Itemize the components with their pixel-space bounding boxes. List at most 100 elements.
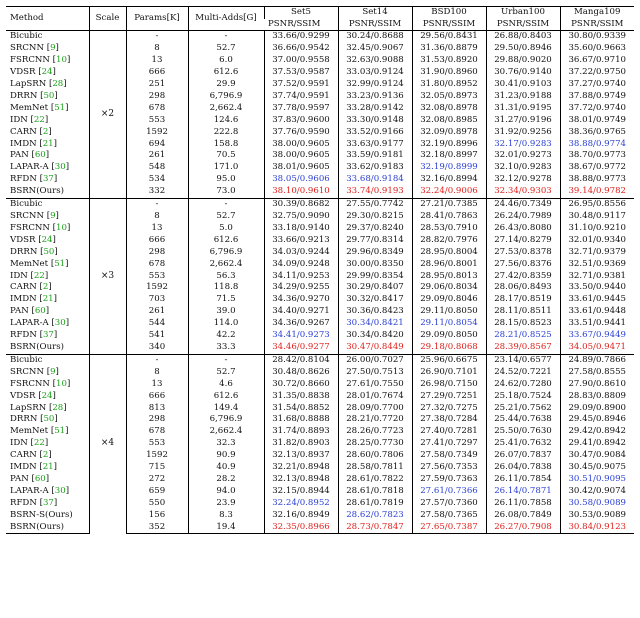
method-cell: IDN [22] — [10, 114, 49, 125]
citation-ref: 50 — [43, 90, 55, 101]
method-name: BSRN-S(Ours) — [10, 509, 73, 520]
metric-cell: 30.48/0.8626 — [263, 366, 338, 379]
table-row: VDSR [24] 666 612.6 33.66/0.9213 29.77/0.831… — [6, 234, 634, 247]
metric-cell: 37.83/0.9600 — [263, 114, 338, 127]
metric-cell: 33.18/0.9140 — [263, 222, 338, 235]
multiadds-cell: 4.6 — [187, 378, 264, 391]
metric-cell: 29.09/0.8900 — [559, 402, 634, 415]
method-name: FSRCNN — [10, 222, 50, 233]
multiadds-cell: 114.0 — [187, 318, 264, 331]
metric-cell: 26.95/0.8556 — [559, 198, 634, 211]
metric-cell: 27.90/0.8610 — [559, 378, 634, 391]
metric-cell: 32.24/0.9006 — [411, 186, 486, 199]
method-name: FSRCNN — [10, 378, 50, 389]
header-dataset-manga109: Manga109 — [559, 5, 634, 19]
citation-ref: 51 — [54, 258, 66, 269]
params-cell: 813 — [125, 402, 188, 415]
metric-cell: 31.80/0.8952 — [411, 79, 486, 91]
method-name: MemNet — [10, 426, 49, 437]
method-name: VDSR — [10, 234, 36, 245]
metric-cell: 33.66/0.9299 — [263, 30, 338, 44]
metric-cell: 31.31/0.9195 — [485, 102, 560, 115]
citation-ref: 30 — [54, 485, 66, 496]
header-row: Method Scale Params[K] Multi-Adds[G] Set… — [6, 5, 634, 31]
metric-cell: 28.26/0.7723 — [337, 426, 412, 439]
multiadds-cell: 2,662.4 — [187, 102, 264, 115]
metric-cell: 29.77/0.8314 — [337, 234, 412, 247]
metric-cell: 27.58/0.7349 — [411, 450, 486, 463]
metric-cell: 27.58/0.7365 — [411, 509, 486, 522]
metric-cell: 28.41/0.7863 — [411, 211, 486, 223]
header-metric: PSNR/SSIM — [559, 18, 634, 32]
metric-cell: 32.24/0.8952 — [263, 497, 338, 510]
params-cell: 156 — [125, 509, 188, 522]
citation-ref: 9 — [50, 211, 56, 221]
table-row: RFDN [37] 541 42.2 34.41/0.9273 30.34/0.8420… — [6, 330, 634, 342]
metric-cell: 27.57/0.7360 — [411, 497, 486, 510]
metric-cell: 31.68/0.8888 — [263, 414, 338, 427]
metric-cell: 37.52/0.9591 — [263, 79, 338, 91]
params-cell: 332 — [125, 186, 188, 199]
method-name: IMDN — [10, 462, 37, 473]
table-row: FSRCNN [10] 13 6.0 37.00/0.9558 32.63/0.9088… — [6, 55, 634, 68]
params-cell: 678 — [125, 258, 188, 271]
metric-cell: 28.25/0.7730 — [337, 438, 412, 451]
metric-cell: 26.27/0.7908 — [485, 521, 560, 535]
multiadds-cell: 28.2 — [187, 473, 264, 486]
method-name: DRRN — [10, 246, 38, 257]
metric-cell: 29.06/0.8034 — [411, 282, 486, 295]
metric-cell: 29.96/0.8349 — [337, 246, 412, 259]
method-cell: DRRN [50] — [10, 246, 58, 257]
metric-cell: 29.45/0.8946 — [559, 414, 634, 427]
citation-ref: 9 — [50, 43, 56, 54]
method-cell: FSRCNN [10] — [10, 222, 71, 233]
metric-cell: 28.15/0.8523 — [485, 318, 560, 331]
metric-cell: 37.27/0.9740 — [559, 79, 634, 91]
table-row: LAPAR-A [30] 548 171.0 38.01/0.9605 33.62/0.… — [6, 162, 634, 175]
metric-cell: 33.59/0.9181 — [337, 150, 412, 163]
params-cell: 694 — [125, 138, 188, 151]
multiadds-cell: 33.3 — [187, 341, 264, 355]
table-row: IMDN [21] 715 40.9 32.21/0.8948 28.58/0.7811… — [6, 462, 634, 474]
method-name: BSRN(Ours) — [10, 521, 64, 532]
metric-cell: 29.50/0.8946 — [485, 43, 560, 56]
metric-cell: 32.99/0.9124 — [337, 79, 412, 91]
metric-cell: 30.34/0.8421 — [337, 318, 412, 331]
params-cell: 13 — [125, 222, 188, 235]
metric-cell: 26.00/0.7027 — [337, 353, 412, 367]
method-cell: PAN [60] — [10, 150, 50, 161]
method-cell: CARN [2] — [10, 450, 52, 461]
method-name: Bicubic — [10, 31, 43, 42]
params-cell: - — [125, 198, 188, 211]
citation-ref: 10 — [56, 378, 67, 389]
multiadds-cell: 2,662.4 — [187, 258, 264, 271]
citation-ref: 28 — [52, 79, 64, 90]
table-row: Bicubic ×4- -28.42/0.8104 26.00/0.7027 25.96… — [6, 353, 634, 534]
method-cell: DRRN [50] — [10, 414, 58, 425]
metric-cell: 28.83/0.8809 — [559, 390, 634, 403]
multiadds-cell: 32.3 — [187, 438, 264, 451]
table-row: SRCNN [9] 8 52.7 30.48/0.8626 27.50/0.7513 26… — [6, 366, 634, 379]
metric-cell: 28.11/0.8511 — [485, 306, 560, 319]
metric-cell: 28.61/0.7822 — [337, 473, 412, 486]
header-dataset-urban100: Urban100 — [485, 5, 560, 19]
params-cell: 272 — [125, 473, 188, 486]
metric-cell: 28.95/0.8013 — [411, 270, 486, 283]
scale-cell: ×4 — [88, 353, 126, 534]
metric-cell: 30.76/0.9140 — [485, 67, 560, 80]
metric-cell: 32.01/0.9340 — [559, 234, 634, 247]
metric-cell: 38.10/0.9610 — [263, 186, 338, 199]
table-row: MemNet [51] 678 2,662.4 31.74/0.8893 28.26/0… — [6, 426, 634, 439]
multiadds-cell: 6,796.9 — [187, 90, 264, 103]
metric-cell: 38.00/0.9605 — [263, 138, 338, 151]
table-row: IDN [22] 553 32.3 31.82/0.8903 28.25/0.7730 2… — [6, 438, 634, 451]
metric-cell: 36.67/0.9710 — [559, 55, 634, 68]
table-row: LapSRN [28] 251 29.9 37.52/0.9591 32.99/0.91… — [6, 79, 634, 91]
metric-cell: 32.19/0.8999 — [411, 162, 486, 175]
multiadds-cell: 158.8 — [187, 138, 264, 151]
method-name: IMDN — [10, 294, 37, 305]
metric-cell: 30.34/0.8420 — [337, 330, 412, 342]
metric-cell: 27.42/0.8359 — [485, 270, 560, 283]
method-name: IDN — [10, 438, 28, 449]
method-name: CARN — [10, 450, 37, 461]
